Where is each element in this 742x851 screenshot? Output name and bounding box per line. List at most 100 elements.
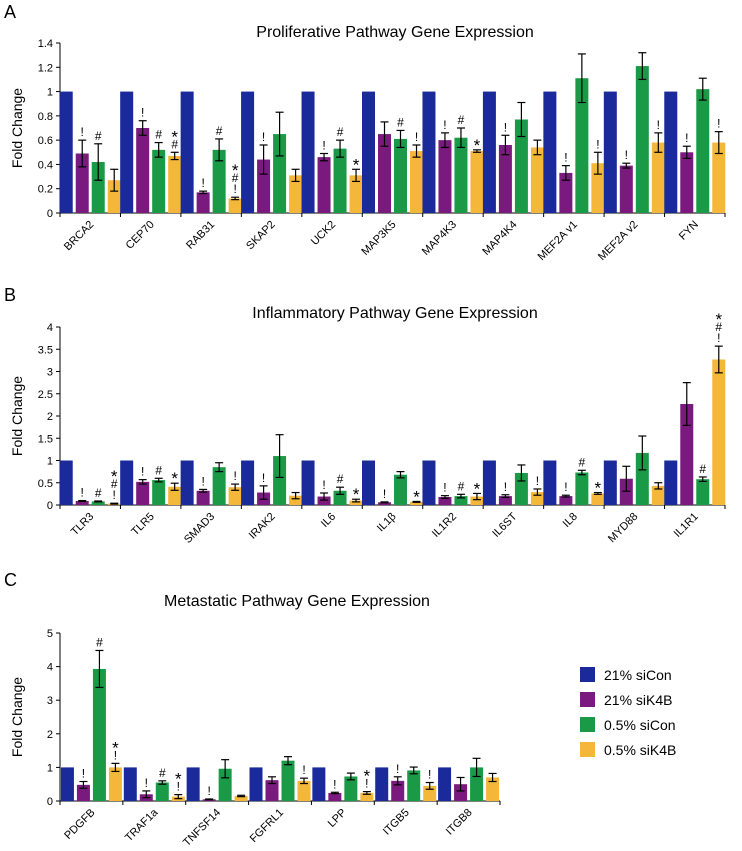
y-tick-label: 0 — [47, 500, 53, 512]
significance-hash: # — [155, 128, 162, 142]
x-category-label: MAP4K3 — [420, 219, 459, 258]
bar-21-sik4b-map4k3 — [438, 140, 452, 213]
x-category-label: TLR3 — [69, 511, 97, 539]
bar-21-sik4b-il1 — [378, 502, 391, 505]
bar-21-sicon-tlr5 — [120, 460, 134, 505]
significance-asterisk: * — [232, 161, 239, 180]
x-category-label: IL1β — [375, 511, 399, 535]
significance-exclamation: ! — [564, 151, 567, 165]
significance-exclamation: ! — [177, 780, 180, 794]
bar-21-sik4b-smad3 — [196, 490, 210, 505]
y-tick-label: 3 — [47, 367, 53, 379]
legend-label-0-5-sicon: 0.5% siCon — [604, 717, 676, 733]
significance-exclamation: ! — [322, 478, 325, 492]
y-tick-label: 0.8 — [38, 111, 53, 123]
bar-21-sicon-map4k3 — [422, 91, 436, 213]
bar-0-5-sik4b-pdgfb — [108, 767, 122, 801]
bar-21-sik4b-il6st — [498, 496, 512, 505]
bar-21-sik4b-itgb5 — [391, 780, 405, 801]
legend-swatch-21-sicon — [580, 667, 595, 682]
y-tick-label: 0.2 — [38, 184, 53, 196]
significance-exclamation: ! — [201, 474, 204, 488]
significance-hash: # — [155, 463, 162, 477]
significance-asterisk: * — [595, 479, 602, 498]
significance-asterisk: * — [474, 136, 481, 155]
bar-21-sicon-il1 — [362, 460, 375, 505]
significance-exclamation: ! — [625, 148, 628, 162]
bar-0-5-sik4b-il6 — [349, 500, 363, 505]
bar-0-5-sik4b-il1 — [410, 501, 423, 505]
bar-0-5-sik4b-smad3 — [228, 487, 242, 505]
bar-21-sicon-mef2a-v2 — [603, 91, 617, 213]
significance-asterisk: * — [353, 155, 360, 174]
bar-0-5-sicon-tlr3 — [91, 501, 105, 505]
y-tick-label: 1.2 — [38, 62, 53, 74]
legend-swatch-21-sik4b — [580, 692, 595, 707]
bar-21-sicon-il1r2 — [422, 460, 436, 505]
bar-21-sicon-brca2 — [59, 91, 73, 213]
x-category-label: ITGB8 — [444, 807, 475, 838]
significance-exclamation: ! — [443, 481, 446, 495]
significance-asterisk: * — [111, 467, 118, 486]
x-category-label: ITGB5 — [381, 807, 412, 838]
y-tick-label: 0.4 — [38, 159, 53, 171]
bar-21-sik4b-fyn — [680, 152, 694, 213]
significance-exclamation: ! — [685, 131, 688, 145]
bar-21-sik4b-skap2 — [257, 159, 271, 213]
bar-0-5-sicon-cep70 — [152, 149, 166, 213]
bar-21-sik4b-map3k5 — [378, 134, 391, 213]
bar-0-5-sicon-rab31 — [212, 149, 226, 213]
bar-21-sik4b-fgfrl1 — [265, 780, 279, 801]
bar-21-sik4b-cep70 — [136, 128, 150, 213]
y-tick-label: 3.5 — [38, 344, 53, 356]
significance-hash: # — [232, 171, 239, 185]
y-tick-label: 0.6 — [38, 135, 53, 147]
bar-0-5-sik4b-brca2 — [107, 180, 121, 213]
bar-21-sicon-il6st — [482, 460, 496, 505]
x-category-label: UCK2 — [309, 219, 338, 248]
significance-exclamation: ! — [333, 777, 336, 791]
bar-21-sicon-lpp — [312, 767, 326, 801]
panel-c: C Metastatic Pathway Gene Expression Fold … — [4, 570, 501, 849]
bar-0-5-sicon-il8 — [575, 472, 589, 505]
x-category-label: MEF2A v2 — [596, 219, 640, 263]
significance-exclamation: ! — [365, 777, 368, 791]
significance-hash: # — [458, 479, 465, 493]
bar-21-sicon-pdgfb — [60, 767, 74, 801]
significance-exclamation: ! — [504, 480, 507, 494]
chart-title: Metastatic Pathway Gene Expression — [164, 593, 430, 610]
significance-exclamation: ! — [262, 471, 265, 485]
chart-title: Inflammatory Pathway Gene Expression — [252, 305, 537, 322]
bar-21-sicon-skap2 — [241, 91, 255, 213]
y-tick-label: 4 — [47, 322, 53, 334]
significance-asterisk: * — [474, 479, 481, 498]
y-tick-label: 1.5 — [38, 433, 53, 445]
bar-0-5-sicon-il1r2 — [454, 496, 468, 505]
significance-hash: # — [159, 766, 166, 780]
significance-exclamation: ! — [233, 182, 236, 196]
bar-0-5-sik4b-skap2 — [289, 175, 303, 213]
significance-hash: # — [715, 320, 722, 334]
significance-exclamation: ! — [564, 480, 567, 494]
y-tick-label: 5 — [47, 628, 53, 640]
significance-hash: # — [579, 455, 586, 469]
bar-0-5-sicon-uck2 — [333, 148, 347, 213]
x-category-label: IL1R1 — [672, 511, 701, 540]
significance-hash: # — [171, 137, 178, 151]
bar-21-sicon-irak2 — [241, 460, 255, 505]
significance-exclamation: ! — [141, 465, 144, 479]
significance-exclamation: ! — [201, 176, 204, 190]
significance-exclamation: ! — [443, 118, 446, 132]
bar-0-5-sicon-itgb5 — [407, 770, 421, 801]
significance-exclamation: ! — [262, 130, 265, 144]
y-tick-label: 1 — [47, 762, 53, 774]
bar-0-5-sik4b-fyn — [712, 142, 726, 213]
panel-letter: C — [4, 570, 17, 590]
significance-exclamation: ! — [113, 488, 116, 502]
bar-21-sicon-il8 — [543, 460, 557, 505]
significance-hash: # — [216, 124, 223, 138]
bar-21-sicon-tlr3 — [59, 460, 73, 505]
bar-21-sicon-myd88 — [603, 460, 617, 505]
bar-0-5-sicon-mef2a-v1 — [575, 78, 589, 213]
